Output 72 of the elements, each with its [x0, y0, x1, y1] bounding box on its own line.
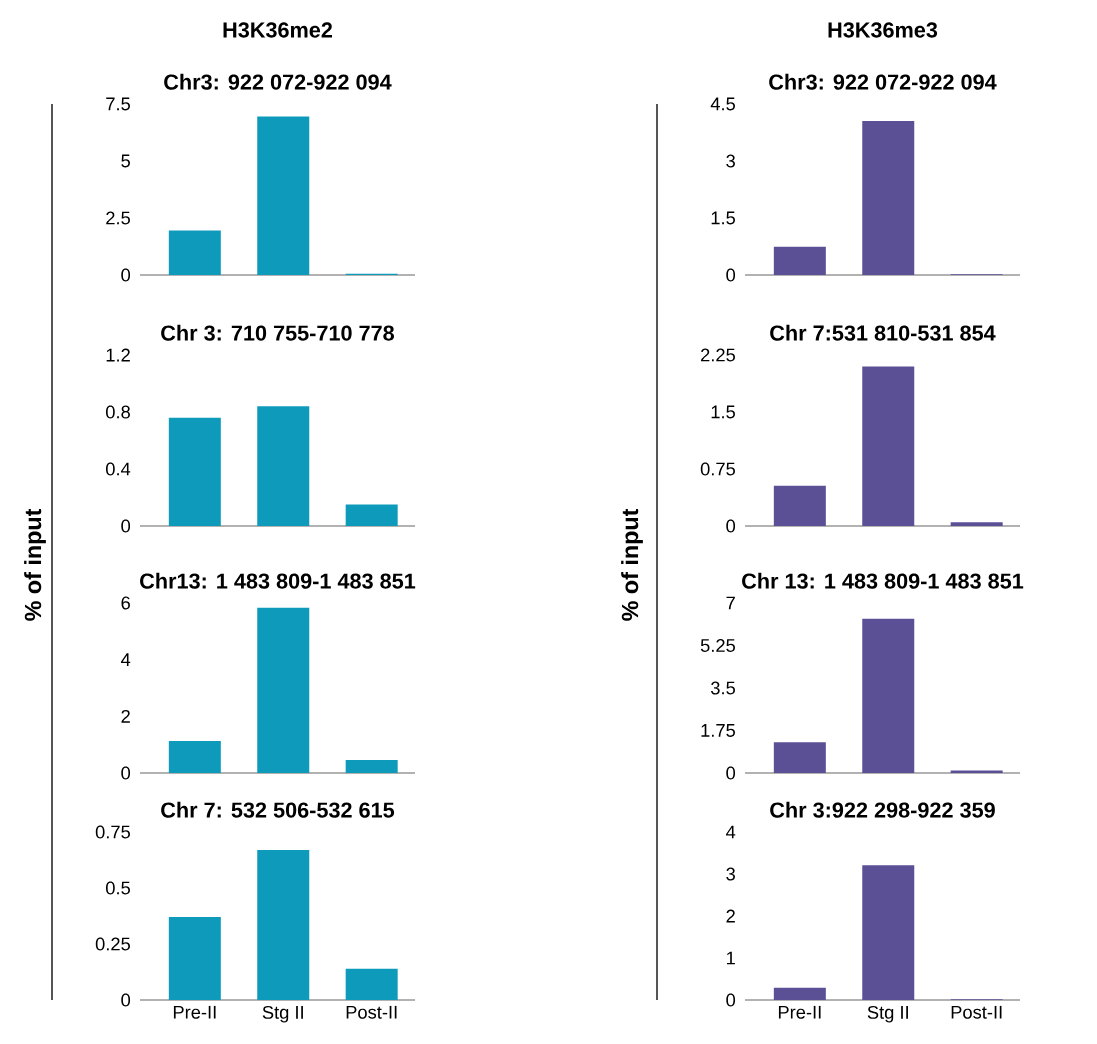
- x-tick-label: Stg II: [867, 1005, 908, 1023]
- bar: [773, 246, 826, 275]
- y-tick-label: 0: [121, 993, 131, 1007]
- y-tick-label: 1.5: [711, 405, 735, 419]
- y-axis-title: % of input: [24, 508, 46, 621]
- y-tick-label: 0.75: [95, 825, 130, 839]
- y-tick-label: 4.5: [710, 97, 735, 111]
- y-tick-label: 4: [121, 653, 131, 666]
- y-tick-label: 6: [121, 596, 130, 610]
- y-tick-label: 0.8: [106, 405, 130, 419]
- bar: [345, 968, 398, 1000]
- chart-title: Chr 13: 1 483 809-1 483 851: [742, 572, 1024, 589]
- chart-title: Chr 7: 532 506-532 615: [161, 801, 395, 818]
- y-tick-label: 1.75: [701, 724, 735, 737]
- bar: [862, 121, 915, 275]
- y-tick-label: 0: [726, 993, 736, 1007]
- bar: [168, 230, 221, 275]
- bar: [168, 740, 221, 773]
- bar: [773, 987, 826, 1000]
- bar: [257, 849, 310, 1000]
- y-tick-label: 2.5: [106, 211, 130, 225]
- y-tick-label: 3: [726, 867, 735, 881]
- x-tick-label: Pre-II: [173, 1005, 216, 1019]
- y-tick-label: 0: [726, 766, 736, 780]
- chart-title: Chr3: 922 072-922 094: [164, 73, 392, 90]
- chart-title: Chr3: 922 072-922 094: [769, 73, 997, 90]
- chart-title: Chr13: 1 483 809-1 483 851: [140, 572, 416, 589]
- text: H3K36me3: [828, 22, 938, 38]
- y-tick-label: 0: [121, 766, 131, 780]
- y-tick-label: 7.5: [106, 97, 130, 111]
- y-tick-label: 0: [726, 519, 736, 533]
- y-tick-label: 0: [121, 519, 131, 533]
- y-tick-label: 1.2: [106, 348, 130, 362]
- y-tick-label: 1: [726, 951, 735, 965]
- y-tick-label: 0.75: [700, 462, 735, 476]
- text: H3K36me2: [223, 22, 333, 38]
- bar: [168, 917, 221, 1000]
- y-tick-label: 0: [726, 268, 736, 282]
- y-tick-label: 0: [121, 268, 131, 282]
- x-tick-label: Post-II: [951, 1005, 1002, 1019]
- bar: [345, 504, 398, 526]
- x-tick-label: Stg II: [262, 1005, 303, 1023]
- y-tick-label: 3: [726, 154, 735, 168]
- bar: [168, 417, 221, 526]
- y-tick-label: 3.5: [711, 681, 735, 695]
- y-tick-label: 0.5: [106, 881, 130, 895]
- y-tick-label: 0.4: [106, 462, 131, 476]
- y-tick-label: 5: [121, 154, 130, 168]
- bar: [773, 485, 826, 526]
- bar: [257, 406, 310, 526]
- y-tick-label: 0.25: [95, 937, 130, 951]
- bar: [862, 865, 915, 1000]
- bar: [862, 366, 915, 526]
- bar: [950, 522, 1003, 526]
- y-tick-label: 2: [726, 909, 735, 923]
- y-tick-label: 2: [121, 709, 130, 723]
- bar: [257, 116, 310, 275]
- bar: [257, 607, 310, 773]
- bar: [345, 759, 398, 773]
- x-tick-label: Pre-II: [778, 1005, 821, 1019]
- y-tick-label: 4: [726, 825, 736, 839]
- y-tick-label: 2.25: [701, 348, 735, 362]
- y-tick-label: 5.25: [700, 639, 735, 652]
- chart-title: Chr 3: 710 755-710 778: [161, 324, 395, 341]
- chart-title: Chr 7:531 810-531 854: [770, 324, 996, 341]
- chart-title: Chr 3:922 298-922 359: [770, 801, 995, 818]
- y-axis-title: % of input: [621, 508, 643, 621]
- x-tick-label: Post-II: [346, 1005, 397, 1019]
- bar: [773, 742, 826, 773]
- y-tick-label: 7: [726, 596, 735, 610]
- bar: [862, 618, 915, 773]
- y-tick-label: 1.5: [711, 211, 735, 225]
